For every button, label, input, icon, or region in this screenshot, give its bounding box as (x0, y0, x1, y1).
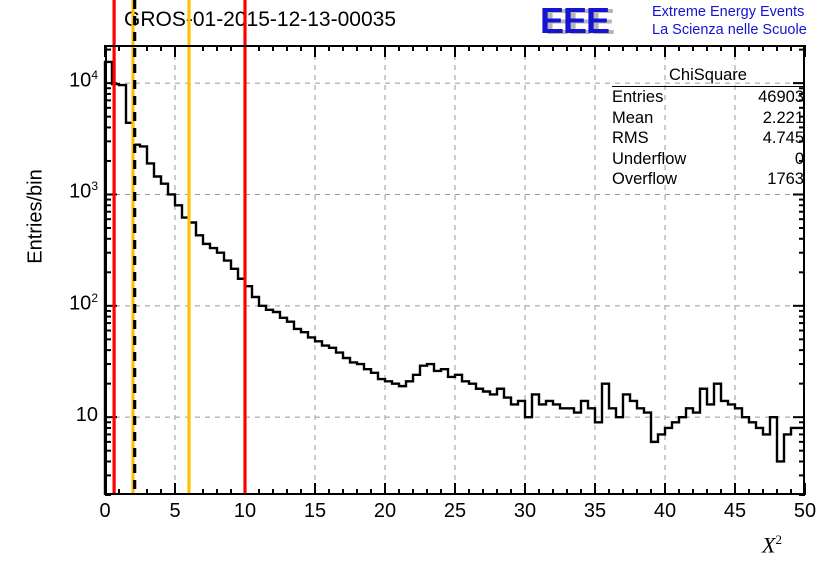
x-axis-title-text: X (762, 532, 776, 558)
y-axis-title: Entries/bin (24, 169, 47, 264)
x-tick-35: 35 (583, 500, 607, 522)
statistics-key: Entries (612, 88, 664, 106)
statistics-title: ChiSquare (612, 66, 804, 87)
statistics-row: Mean 2.221 (612, 108, 804, 129)
eee-logo-caption-line1: Extreme Energy Events (652, 4, 805, 20)
y-tick-exponent: 3 (91, 179, 98, 194)
y-tick-exponent: 2 (91, 290, 98, 305)
eee-logo-mark: EEE EEE (540, 0, 648, 42)
statistics-key: Overflow (612, 170, 678, 188)
statistics-key: Underflow (612, 149, 687, 168)
statistics-row: Entries 46903 (612, 87, 804, 108)
eee-logo-caption-line2: La Scienza nelle Scuole (652, 22, 807, 38)
statistics-value: 0 (794, 149, 804, 168)
x-tick-0: 0 (99, 500, 111, 522)
x-tick-10: 10 (233, 500, 257, 522)
x-tick-25: 25 (443, 500, 467, 522)
plot-area (103, 0, 806, 496)
y-tick-exponent: 4 (91, 68, 98, 83)
y-tick-mantissa: 10 (69, 181, 92, 204)
y-tick-mantissa: 10 (69, 292, 92, 315)
statistics-box: ChiSquare Entries 46903 Mean 2.221 RMS 4.745 U… (612, 66, 804, 190)
y-tick-1000: 103 (36, 179, 98, 204)
x-tick-50: 50 (793, 500, 817, 522)
x-tick-45: 45 (723, 500, 747, 522)
statistics-value: 1763 (767, 170, 804, 188)
y-tick-100: 102 (36, 291, 98, 316)
eee-logo-caption: Extreme Energy Events La Scienza nelle S… (652, 3, 807, 39)
statistics-row: RMS 4.745 (612, 128, 804, 149)
y-tick-mantissa: 10 (69, 69, 92, 92)
statistics-row: Underflow 0 (612, 149, 804, 170)
statistics-row: Overflow 1763 (612, 169, 804, 190)
statistics-value: 2.221 (762, 108, 804, 127)
statistics-rows: Entries 46903 Mean 2.221 RMS 4.745 Underflow 0 O… (612, 87, 804, 190)
x-tick-20: 20 (373, 500, 397, 522)
x-tick-40: 40 (653, 500, 677, 522)
page-title: GROS-01-2015-12-13-00035 (124, 8, 396, 31)
eee-logo: EEE EEE Extreme Energy Events La Scienza… (540, 2, 836, 44)
x-axis-title-exponent: 2 (775, 532, 782, 547)
eee-logo-mark-text: EEE (540, 0, 610, 41)
x-tick-30: 30 (513, 500, 537, 522)
statistics-value: 4.745 (762, 129, 804, 147)
plot-frame (105, 45, 805, 495)
x-tick-15: 15 (303, 500, 327, 522)
x-tick-5: 5 (169, 500, 181, 522)
y-tick-mantissa: 10 (75, 404, 98, 427)
statistics-key: RMS (612, 129, 649, 147)
eee-logo-mark-shadow: EEE (545, 1, 615, 42)
y-tick-10000: 104 (36, 68, 98, 93)
histogram-curve (103, 60, 805, 495)
x-axis-title: X2 (762, 532, 782, 558)
statistics-value: 46903 (758, 88, 804, 106)
statistics-key: Mean (612, 108, 654, 127)
y-tick-10: 10 (36, 404, 98, 427)
